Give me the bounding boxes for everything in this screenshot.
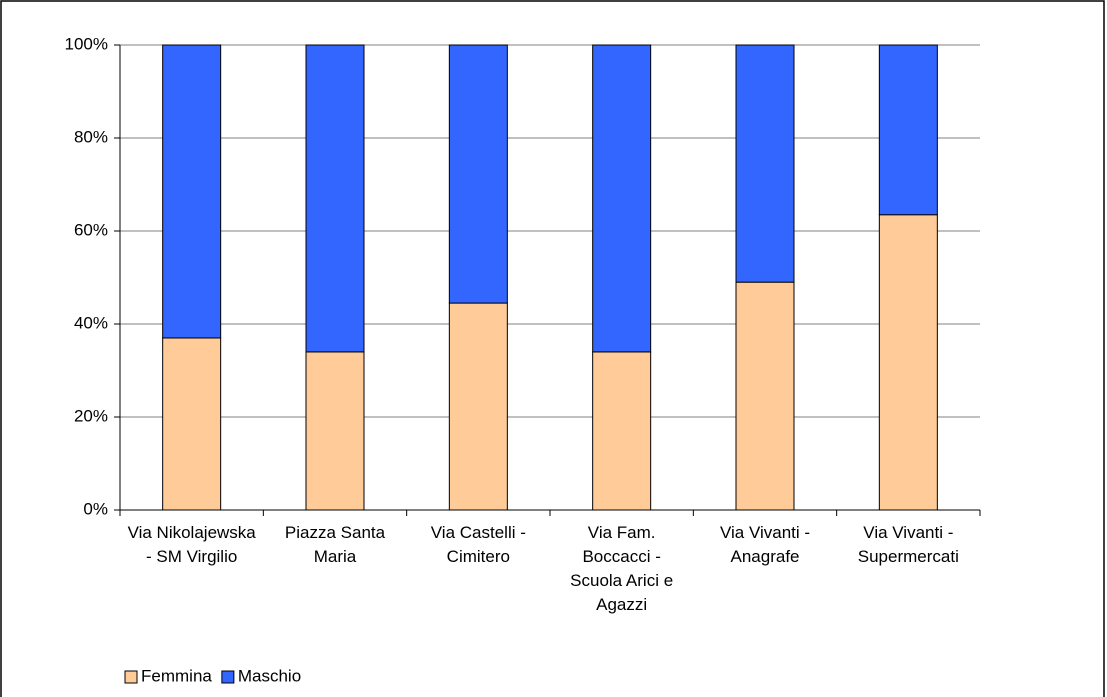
- bar-segment: [878, 214, 938, 511]
- bar-segment: [448, 302, 508, 511]
- y-tick-label: 40%: [74, 313, 108, 332]
- legend-label: Femmina: [141, 666, 212, 685]
- y-tick-label: 20%: [74, 406, 108, 425]
- bar-segment: [592, 351, 652, 511]
- bar-segment: [305, 44, 365, 353]
- legend-swatch: [124, 670, 138, 684]
- bar-segment: [448, 44, 508, 304]
- legend-swatch: [221, 670, 235, 684]
- y-tick-label: 0%: [83, 499, 108, 518]
- x-tick-label: Piazza Santa Maria: [285, 523, 386, 566]
- y-tick-label: 100%: [65, 34, 108, 53]
- y-tick-label: 80%: [74, 127, 108, 146]
- x-tick-label: Via Vivanti -Supermercati: [858, 523, 959, 566]
- x-tick-label: Via Fam. Boccacci -Scuola Arici e Agazzi: [570, 523, 673, 614]
- bar-segment: [305, 351, 365, 511]
- bar-segment: [735, 44, 795, 283]
- x-tick-label: Via Vivanti -Anagrafe: [720, 523, 810, 566]
- bar-segment: [592, 44, 652, 353]
- bar-segment: [162, 337, 222, 511]
- y-tick-label: 60%: [74, 220, 108, 239]
- bar-segment: [735, 281, 795, 511]
- legend-label: Maschio: [238, 666, 301, 685]
- bar-segment: [162, 44, 222, 339]
- x-tick-label: Via Nikolajewska - SM Virgilio: [128, 523, 257, 566]
- bar-segment: [878, 44, 938, 216]
- x-tick-label: Via Castelli -Cimitero: [431, 523, 526, 566]
